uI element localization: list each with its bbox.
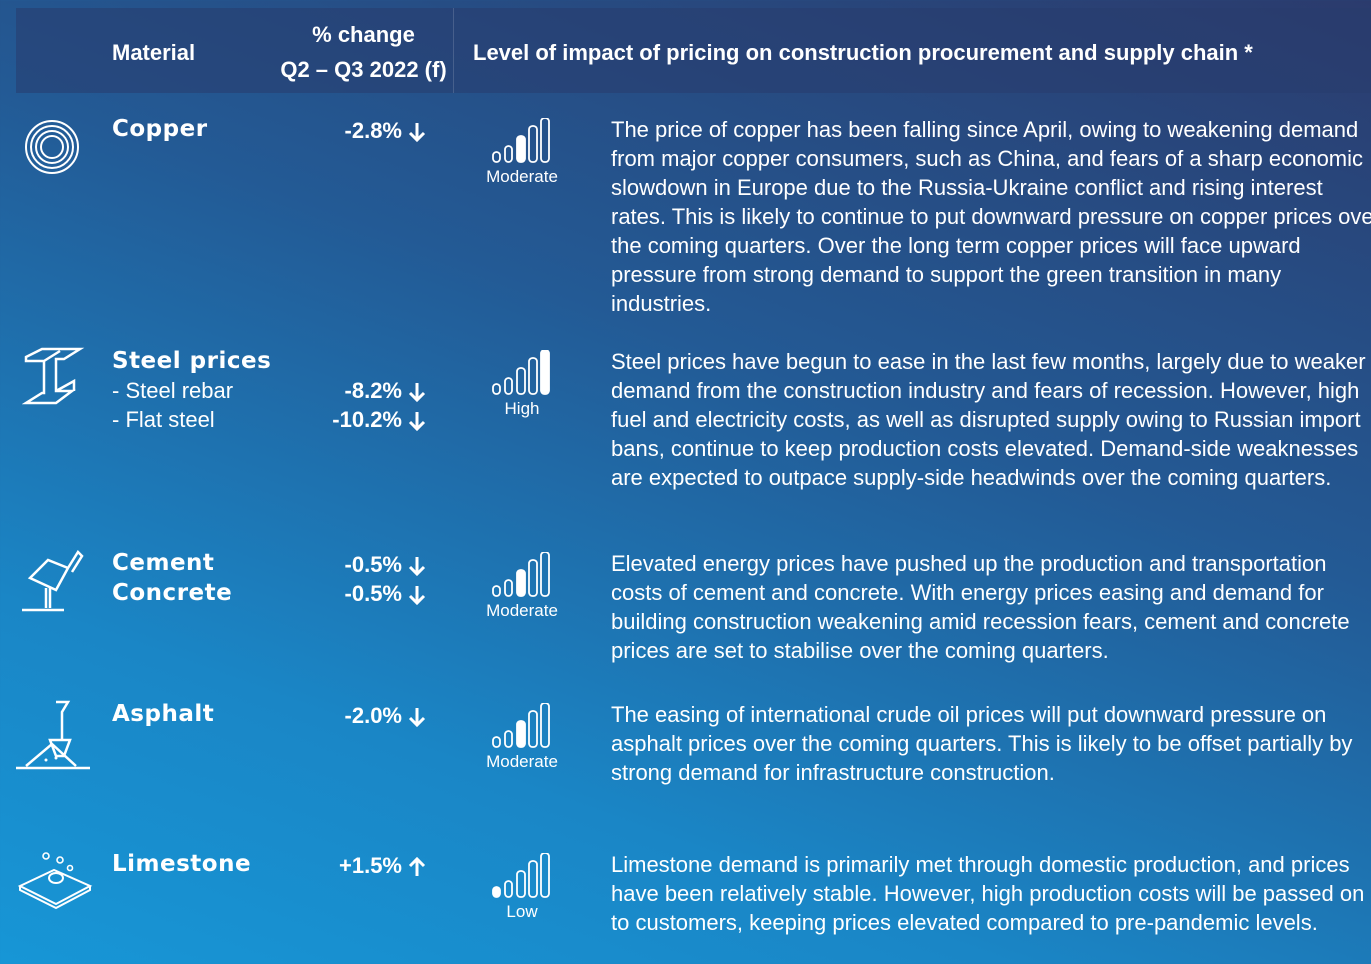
header-band <box>16 8 1371 93</box>
arrow <box>407 706 427 733</box>
material-name: Concrete <box>112 580 233 606</box>
change-value: -8.2% <box>344 378 402 403</box>
signal <box>491 551 553 603</box>
material-name: Steel prices <box>112 348 272 374</box>
header-change: Q2 – Q3 2022 (f) <box>280 57 447 82</box>
header-material: Material <box>112 40 196 65</box>
description: Steel prices have begun to ease in the l… <box>611 349 1366 490</box>
material-name: Asphalt <box>112 701 215 727</box>
impact-level: Moderate <box>486 752 558 771</box>
header-change: % change <box>312 22 415 47</box>
material-icon <box>16 700 94 777</box>
icon <box>25 120 79 174</box>
header-divider <box>453 8 454 93</box>
arrow-icon <box>408 856 426 876</box>
icon <box>21 347 85 405</box>
change-value: -10.2% <box>332 407 402 432</box>
signal-icon <box>492 117 550 163</box>
description: Elevated energy prices have pushed up th… <box>611 551 1350 663</box>
header-impact: Level of impact of pricing on constructi… <box>473 40 1253 65</box>
material-name: Copper <box>112 116 208 142</box>
description: The easing of international crude oil pr… <box>611 702 1353 785</box>
signal-icon <box>492 551 550 597</box>
signal <box>491 349 553 401</box>
change-value: -2.0% <box>344 703 402 728</box>
material-icon <box>20 548 98 625</box>
arrow <box>407 555 427 582</box>
description: Limestone demand is primarily met throug… <box>611 852 1365 935</box>
change-value: +1.5% <box>339 853 402 878</box>
arrow-icon <box>408 383 426 403</box>
signal <box>491 117 553 169</box>
signal-icon <box>492 702 550 748</box>
arrow-icon <box>408 123 426 143</box>
arrow-icon <box>408 412 426 432</box>
arrow <box>407 121 427 148</box>
material-item: - Steel rebar <box>112 378 234 403</box>
material-icon <box>21 347 100 424</box>
signal <box>491 702 553 754</box>
arrow <box>407 410 427 437</box>
impact-level: High <box>504 399 540 418</box>
icon <box>17 852 93 910</box>
arrow-icon <box>408 557 426 577</box>
impact-level: Low <box>506 902 538 921</box>
arrow <box>407 856 427 883</box>
arrow <box>407 381 427 408</box>
change-value: -0.5% <box>344 552 402 577</box>
impact-level: Moderate <box>486 601 558 620</box>
change-value: -0.5% <box>344 581 402 606</box>
signal <box>491 852 553 904</box>
signal-icon <box>492 349 550 395</box>
icon <box>22 550 84 612</box>
material-name: Limestone <box>112 851 252 877</box>
description: The price of copper has been falling sin… <box>611 117 1371 316</box>
arrow <box>407 584 427 611</box>
arrow-icon <box>408 586 426 606</box>
arrow-icon <box>408 708 426 728</box>
icon <box>16 700 90 770</box>
material-icon <box>22 117 100 194</box>
change-value: -2.8% <box>344 118 402 143</box>
material-item: - Flat steel <box>112 407 215 432</box>
signal-icon <box>492 852 550 898</box>
material-name: Cement <box>112 550 215 576</box>
impact-level: Moderate <box>486 167 558 186</box>
material-icon <box>17 848 96 925</box>
